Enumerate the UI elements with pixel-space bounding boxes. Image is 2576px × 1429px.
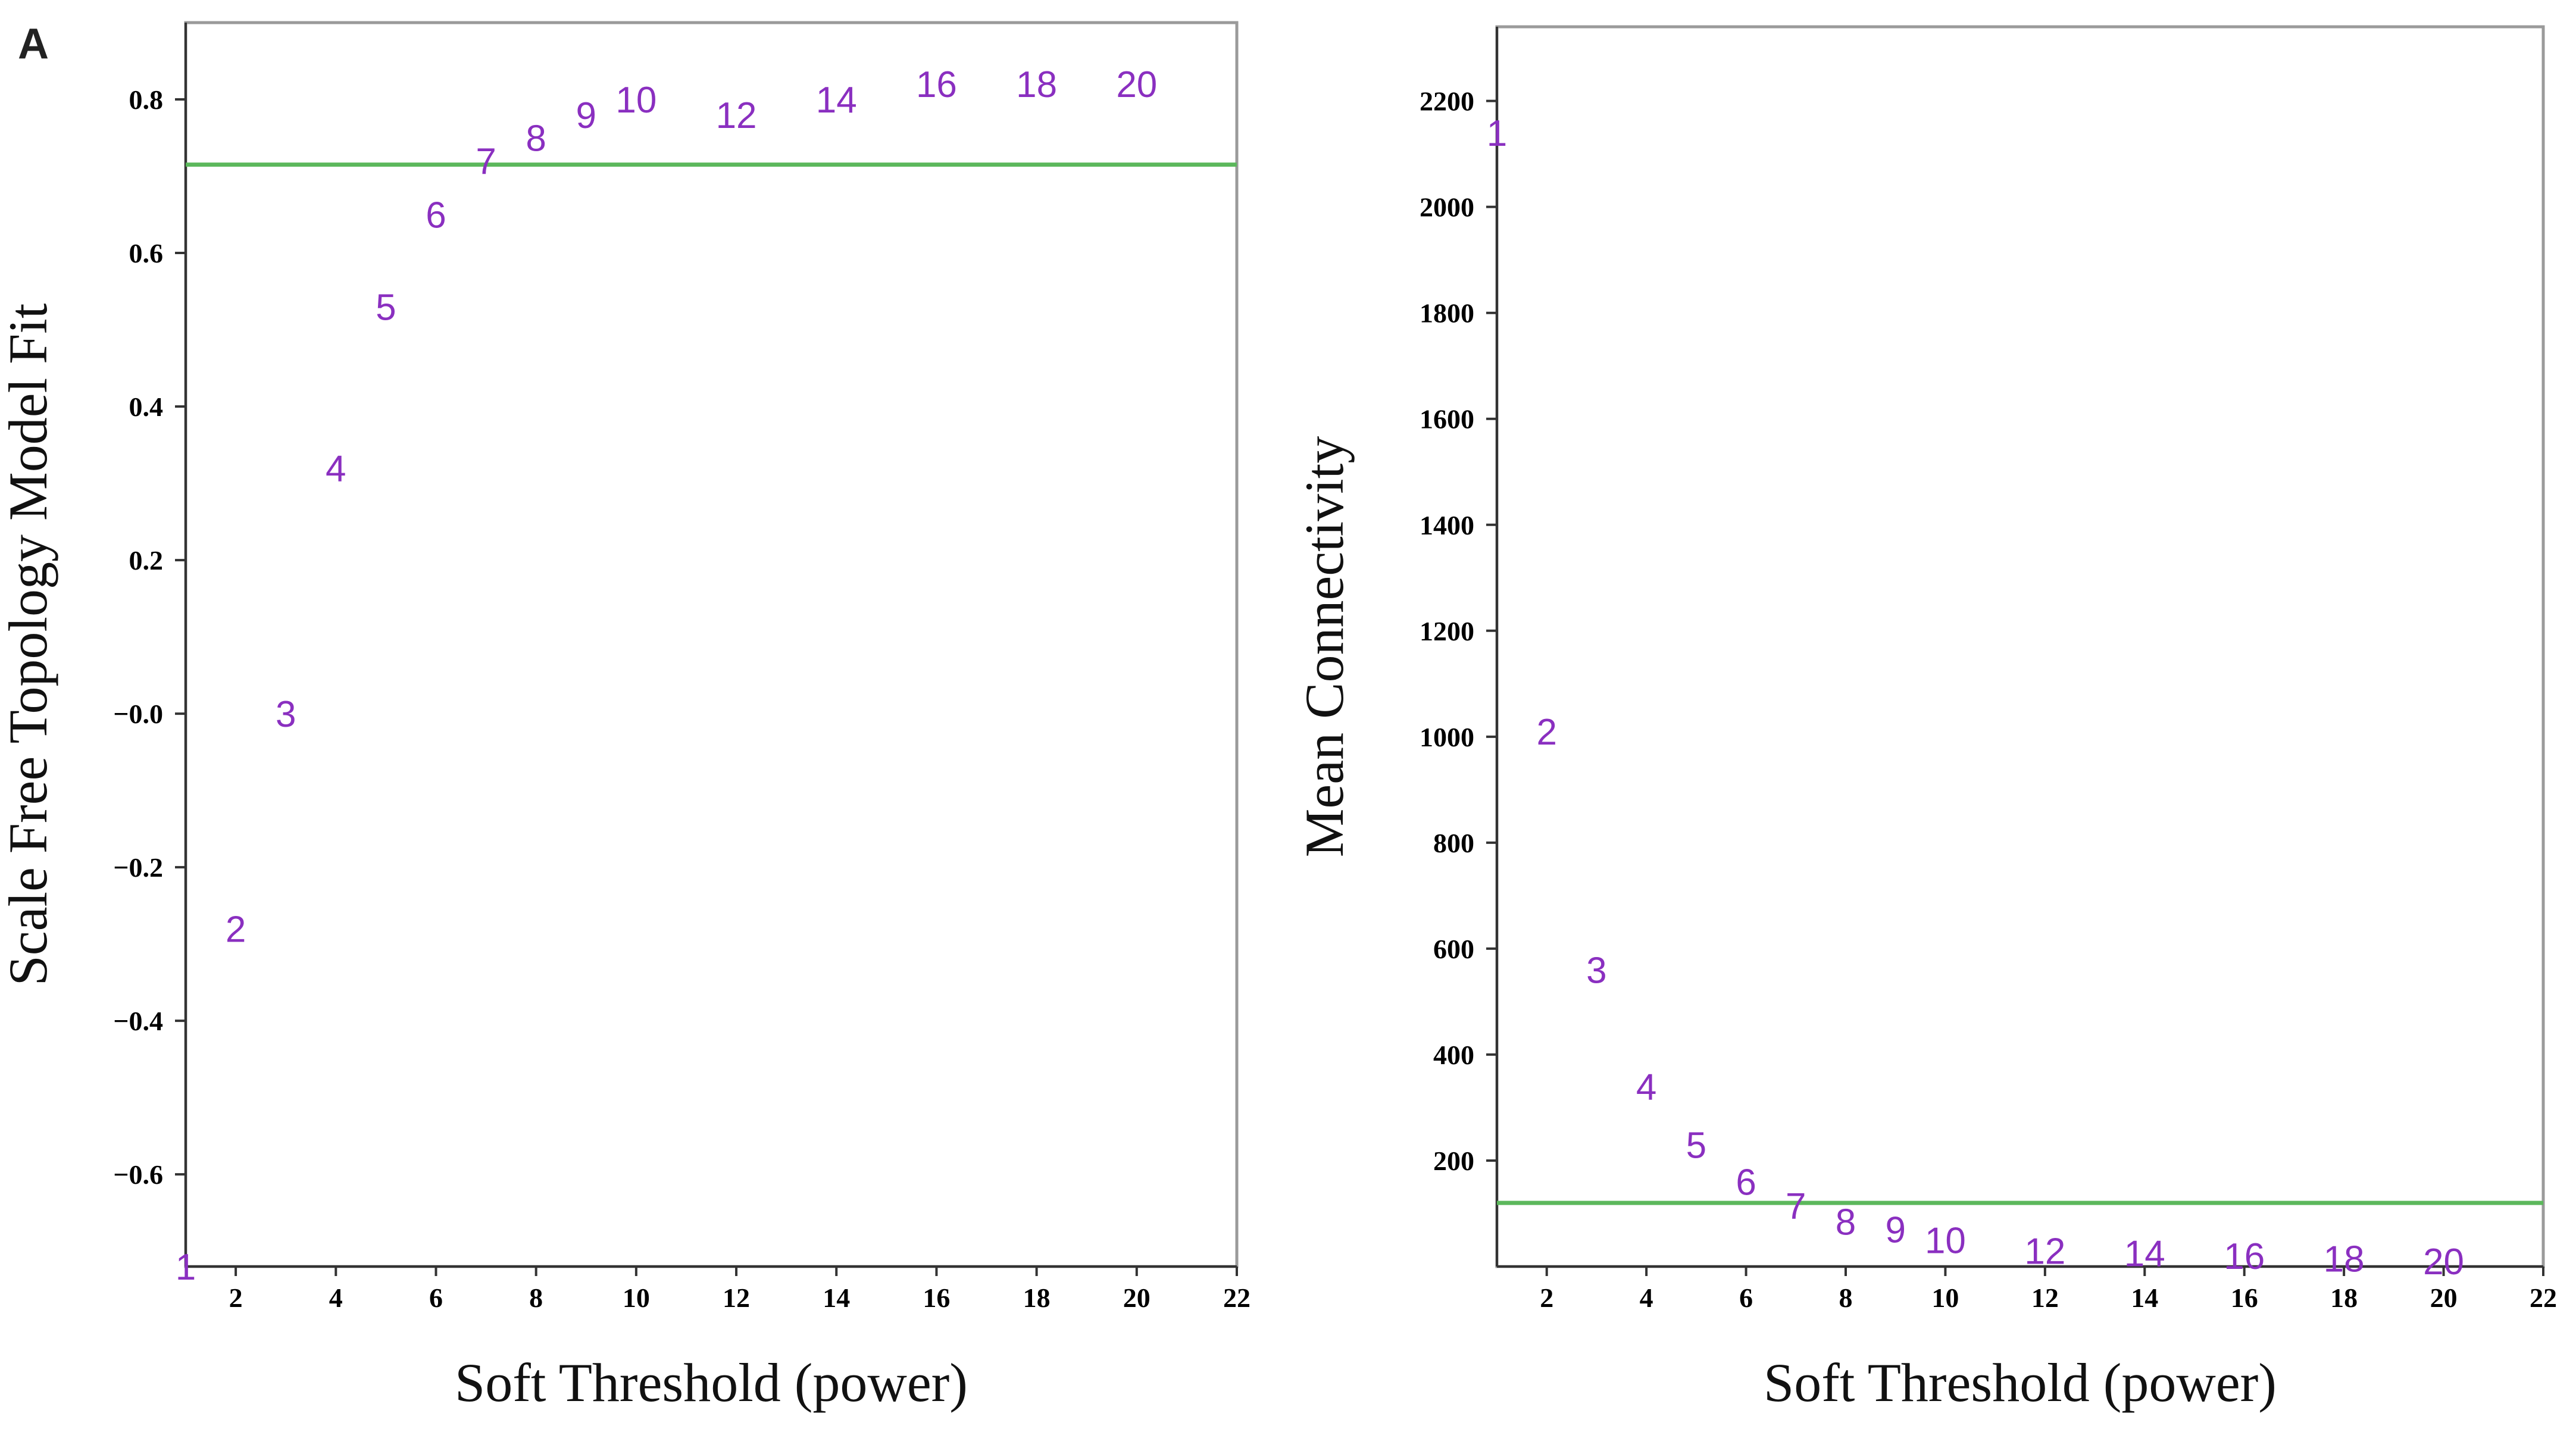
scale-free-fit-panel: 2 4 6 8 10 12 14 16 18 20 220.80.60.40.2−0.0−0.2−0… [0,21,1251,1413]
connectivity-x-tick-label: 20 [2430,1283,2458,1313]
fit-x-tick-label: 22 [1223,1283,1251,1313]
connectivity-x-axis-title: Soft Threshold (power) [1764,1352,2277,1413]
mean-connectivity-panel: 2 4 6 8 10 12 14 16 18 20 222004006008001000120014… [1294,25,2557,1413]
fit-point-10: 10 [615,80,656,121]
fit-x-tick-label: 4 [329,1283,343,1313]
connectivity-x-tick-label: 18 [2330,1283,2358,1313]
fit-y-tick-label: −0.4 [113,1006,163,1036]
fit-point-7: 7 [476,141,496,182]
connectivity-x-tick-label: 16 [2231,1283,2258,1313]
connectivity-y-tick-label: 600 [1433,934,1474,964]
fit-y-tick-label: −0.0 [113,699,163,729]
fit-point-20: 20 [1116,64,1157,105]
fit-y-tick-label: −0.6 [113,1159,163,1190]
panel-letter: A [18,20,49,68]
connectivity-y-tick-label: 800 [1433,828,1474,858]
fit-x-tick-label: 18 [1023,1283,1051,1313]
fit-point-14: 14 [816,80,857,121]
connectivity-point-6: 6 [1736,1162,1756,1203]
fit-x-tick-label: 12 [723,1283,750,1313]
connectivity-point-12: 12 [2024,1231,2065,1272]
fit-y-tick-label: 0.6 [129,238,164,268]
connectivity-y-tick-label: 1800 [1420,298,1474,329]
connectivity-point-1: 1 [1487,113,1507,154]
fit-x-tick-label: 8 [529,1283,543,1313]
fit-x-axis-title: Soft Threshold (power) [455,1352,968,1413]
fit-x-tick-label: 6 [429,1283,443,1313]
fit-point-5: 5 [376,287,396,328]
connectivity-y-axis-title: Mean Connectivity [1294,436,1355,858]
connectivity-point-8: 8 [1836,1202,1856,1243]
fit-x-tick-label: 16 [923,1283,950,1313]
connectivity-point-10: 10 [1925,1220,1966,1261]
connectivity-x-tick-label: 2 [1540,1283,1553,1313]
connectivity-point-14: 14 [2124,1234,2165,1275]
connectivity-y-tick-label: 2000 [1420,192,1474,223]
connectivity-point-9: 9 [1885,1210,1905,1251]
connectivity-y-tick-label: 1200 [1420,616,1474,646]
connectivity-point-2: 2 [1536,712,1556,753]
fit-plot-frame [184,21,1239,1268]
connectivity-y-tick-label: 200 [1433,1146,1474,1176]
connectivity-point-20: 20 [2423,1242,2464,1283]
connectivity-y-tick-label: 2200 [1420,86,1474,117]
connectivity-y-tick-label: 1000 [1420,722,1474,752]
fit-point-4: 4 [326,448,346,489]
fit-y-tick-label: 0.2 [129,545,164,576]
connectivity-x-tick-label: 8 [1839,1283,1853,1313]
connectivity-point-18: 18 [2324,1239,2365,1280]
connectivity-point-5: 5 [1686,1125,1706,1166]
connectivity-x-tick-label: 10 [1931,1283,1959,1313]
fit-x-tick-label: 10 [623,1283,650,1313]
fit-point-8: 8 [526,118,546,160]
fit-point-6: 6 [426,195,446,236]
fit-y-axis-title: Scale Free Topology Model Fit [0,303,58,986]
fit-point-9: 9 [576,95,596,136]
connectivity-y-tick-label: 400 [1433,1040,1474,1070]
fit-y-tick-label: −0.2 [113,852,163,883]
fit-y-tick-label: 0.8 [129,85,164,115]
fit-point-3: 3 [276,694,296,735]
fit-x-tick-label: 2 [229,1283,243,1313]
connectivity-point-16: 16 [2224,1236,2265,1277]
connectivity-y-tick-label: 1400 [1420,510,1474,540]
connectivity-x-tick-label: 14 [2131,1283,2158,1313]
fit-point-12: 12 [716,95,757,136]
connectivity-x-tick-label: 12 [2031,1283,2059,1313]
connectivity-x-tick-label: 4 [1640,1283,1653,1313]
fit-point-2: 2 [226,909,246,950]
connectivity-x-tick-label: 22 [2530,1283,2557,1313]
fit-point-16: 16 [916,64,957,105]
fit-x-tick-label: 14 [823,1283,850,1313]
connectivity-point-4: 4 [1636,1067,1656,1108]
connectivity-x-tick-label: 6 [1739,1283,1753,1313]
fit-point-18: 18 [1016,64,1057,105]
connectivity-point-3: 3 [1586,950,1606,992]
fit-x-tick-label: 20 [1123,1283,1151,1313]
fit-y-tick-label: 0.4 [129,392,164,422]
connectivity-point-7: 7 [1786,1186,1806,1227]
fit-point-1: 1 [176,1247,196,1288]
connectivity-y-tick-label: 1600 [1420,404,1474,434]
